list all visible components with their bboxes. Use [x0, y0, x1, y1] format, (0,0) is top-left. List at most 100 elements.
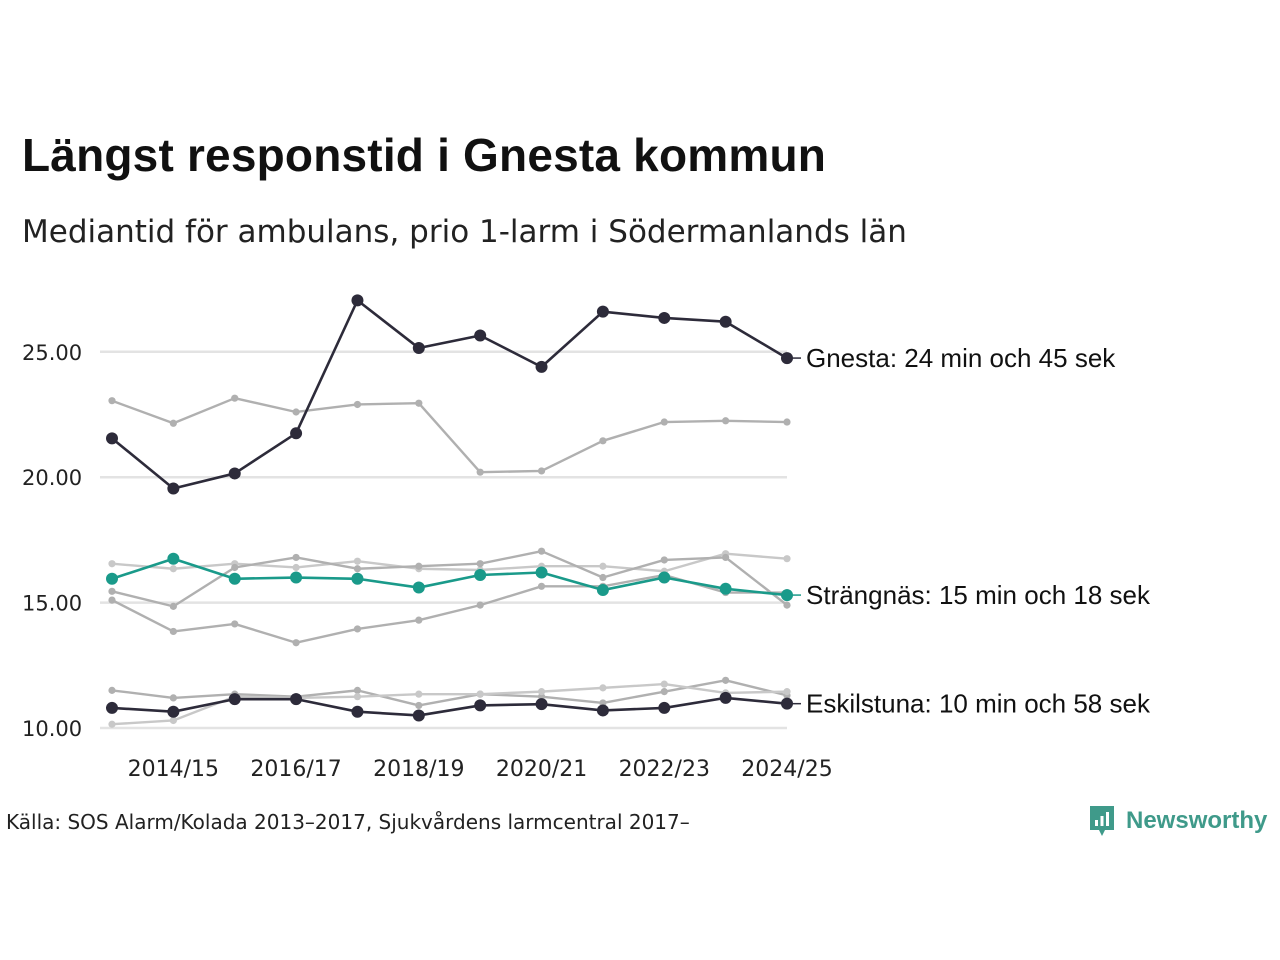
- data-point: [415, 690, 423, 698]
- data-point: [535, 698, 548, 711]
- data-point: [167, 552, 180, 565]
- series-label: Eskilstuna: 10 min och 58 sek: [806, 689, 1151, 719]
- data-point: [599, 562, 607, 570]
- data-point: [231, 620, 239, 628]
- data-point: [476, 601, 484, 609]
- data-point: [106, 432, 118, 445]
- data-point: [353, 686, 362, 694]
- data-point: [415, 701, 423, 710]
- page-title: Längst responstid i Gnesta kommun: [22, 129, 827, 181]
- data-point: [474, 699, 487, 712]
- data-point: [290, 693, 303, 706]
- data-point: [169, 602, 177, 610]
- data-point: [719, 315, 732, 328]
- data-point: [781, 589, 793, 602]
- data-point: [535, 360, 548, 373]
- data-point: [537, 582, 546, 590]
- data-point: [781, 352, 793, 365]
- series-line: [111, 549, 788, 608]
- series-gnesta: [106, 294, 793, 495]
- data-point: [783, 555, 791, 563]
- series-line: [111, 696, 788, 717]
- data-point: [660, 688, 668, 696]
- series-strängnäs: [106, 552, 793, 602]
- data-point: [658, 701, 671, 714]
- series-övrig-kommun-b: [108, 550, 791, 575]
- data-point: [535, 566, 548, 579]
- data-point: [719, 691, 732, 704]
- data-point: [660, 418, 668, 426]
- data-point: [412, 581, 425, 594]
- series-övrig-kommun-a: [108, 394, 791, 476]
- data-point: [169, 565, 177, 573]
- data-point: [167, 482, 180, 495]
- series-label: Gnesta: 24 min och 45 sek: [806, 343, 1116, 373]
- data-point: [290, 427, 303, 440]
- data-point: [231, 563, 239, 572]
- series-line: [111, 299, 788, 490]
- data-point: [415, 616, 423, 624]
- data-point: [537, 693, 546, 701]
- x-tick-label: 2018/19: [373, 757, 464, 782]
- data-point: [167, 705, 180, 718]
- data-point: [658, 311, 671, 324]
- page-subtitle: Mediantid för ambulans, prio 1-larm i Sö…: [22, 214, 907, 250]
- data-point: [169, 627, 177, 636]
- data-point: [231, 394, 239, 402]
- data-point: [108, 686, 116, 694]
- y-tick-label: 25.00: [22, 341, 82, 365]
- data-point: [537, 467, 546, 475]
- x-tick-label: 2024/25: [741, 757, 832, 782]
- data-point: [476, 690, 484, 698]
- x-tick-label: 2022/23: [619, 757, 710, 782]
- data-point: [106, 572, 118, 585]
- data-point: [353, 625, 362, 633]
- series-label: Strängnäs: 15 min och 18 sek: [806, 580, 1151, 610]
- data-point: [722, 553, 730, 562]
- data-point: [108, 560, 116, 568]
- data-point: [599, 573, 607, 582]
- data-point: [596, 704, 609, 717]
- data-point: [415, 399, 423, 407]
- x-tick-label: 2020/21: [496, 757, 587, 782]
- y-tick-label: 20.00: [22, 466, 82, 490]
- series-övrig-kommun-e: [108, 676, 791, 710]
- data-point: [599, 437, 607, 445]
- data-point: [596, 584, 609, 597]
- data-point: [353, 557, 362, 565]
- data-point: [353, 565, 362, 573]
- series-line: [111, 396, 788, 474]
- data-point: [292, 408, 300, 416]
- data-point: [351, 294, 364, 307]
- series-direct-labels: Gnesta: 24 min och 45 sek Strängnäs: 15 m…: [791, 343, 1151, 719]
- data-point: [351, 705, 364, 718]
- data-point: [781, 697, 793, 710]
- data-point: [292, 563, 300, 572]
- x-tick-label: 2014/15: [128, 757, 219, 782]
- data-point: [292, 639, 300, 647]
- series-line: [111, 573, 787, 644]
- data-point: [353, 400, 362, 409]
- data-point: [660, 680, 668, 688]
- y-axis-labels: 10.00 15.00 20.00 25.00: [22, 341, 82, 741]
- y-tick-label: 15.00: [22, 592, 82, 616]
- source-note: Källa: SOS Alarm/Kolada 2013–2017, Sjukv…: [6, 810, 690, 834]
- data-point: [106, 701, 118, 714]
- data-point: [719, 582, 732, 595]
- data-point: [783, 688, 791, 696]
- data-point: [537, 688, 546, 696]
- series-eskilstuna: [106, 691, 793, 722]
- newsworthy-logo-icon: [1090, 806, 1114, 836]
- data-point: [169, 419, 177, 427]
- data-point: [476, 560, 484, 568]
- data-point: [599, 684, 607, 692]
- data-point: [658, 571, 671, 584]
- data-point: [722, 676, 730, 684]
- data-point: [783, 418, 791, 426]
- data-point: [108, 720, 116, 728]
- data-point: [599, 699, 607, 707]
- series-övrig-kommun-c: [108, 547, 791, 610]
- data-point: [476, 468, 484, 476]
- data-point: [228, 693, 241, 706]
- series-line: [111, 552, 788, 573]
